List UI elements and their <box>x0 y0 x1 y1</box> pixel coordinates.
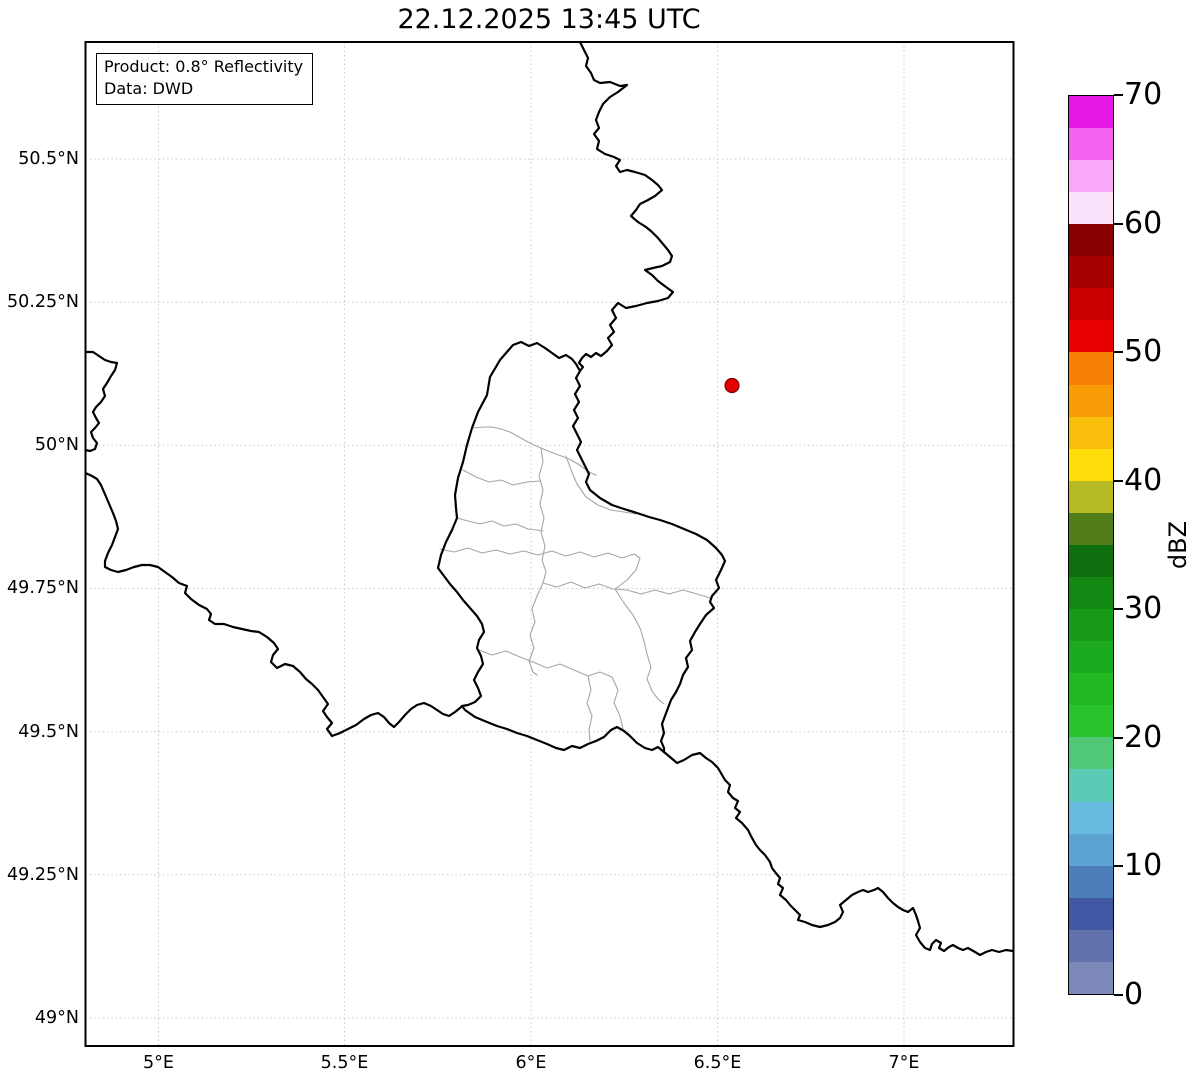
colorbar-segment <box>1069 544 1113 577</box>
colorbar-segment <box>1069 512 1113 545</box>
colorbar-tick-label: 40 <box>1124 462 1163 498</box>
colorbar-segment <box>1069 865 1113 898</box>
colorbar-tick-label: 0 <box>1124 977 1144 1012</box>
colorbar-segment <box>1069 480 1113 513</box>
colorbar-tick-label: 50 <box>1124 334 1163 370</box>
colorbar-tick <box>1114 608 1123 611</box>
colorbar-segment <box>1069 641 1113 674</box>
colorbar-gradient <box>1069 95 1113 994</box>
colorbar-segment <box>1069 224 1113 257</box>
colorbar-tick <box>1114 736 1123 739</box>
x-tick-label: 6°E <box>515 1053 547 1073</box>
colorbar-segment <box>1069 416 1113 449</box>
colorbar-tick-label: 20 <box>1124 719 1163 755</box>
y-tick-label: 49.25°N <box>7 865 79 885</box>
colorbar-segment <box>1069 448 1113 481</box>
colorbar-segment <box>1069 801 1113 834</box>
colorbar-segment <box>1069 705 1113 738</box>
y-tick-label: 49°N <box>34 1008 79 1028</box>
colorbar-segment <box>1069 192 1113 225</box>
x-tick-label: 5.5°E <box>320 1053 369 1073</box>
colorbar-tick <box>1114 479 1123 482</box>
y-tick-label: 50.25°N <box>7 292 79 312</box>
colorbar-tick <box>1114 994 1123 996</box>
colorbar <box>1068 95 1114 995</box>
x-tick-label: 6.5°E <box>693 1053 742 1073</box>
colorbar-unit-label: dBZ <box>1164 520 1192 570</box>
colorbar-tick <box>1114 865 1123 868</box>
colorbar-tick-label: 10 <box>1124 848 1163 884</box>
y-tick-label: 50.5°N <box>18 149 79 169</box>
colorbar-segment <box>1069 256 1113 289</box>
annotation-product: Product: 0.8° Reflectivity <box>104 57 304 76</box>
y-tick-label: 50°N <box>34 435 79 455</box>
colorbar-segment <box>1069 737 1113 770</box>
colorbar-tick <box>1114 351 1123 354</box>
colorbar-tick-label: 30 <box>1124 591 1163 627</box>
colorbar-segment <box>1069 320 1113 353</box>
graticule <box>85 42 1014 1046</box>
colorbar-segment <box>1069 95 1113 128</box>
annotation-source: Data: DWD <box>104 79 194 99</box>
y-tick-label: 49.75°N <box>7 578 79 598</box>
colorbar-segment <box>1069 127 1113 160</box>
colorbar-tick <box>1114 222 1123 225</box>
colorbar-segment <box>1069 961 1113 994</box>
colorbar-segment <box>1069 384 1113 417</box>
country-borders <box>84 40 1015 957</box>
colorbar-segment <box>1069 288 1113 321</box>
y-tick-label: 49.5°N <box>18 722 79 742</box>
colorbar-segment <box>1069 576 1113 610</box>
canton-borders <box>439 426 711 742</box>
colorbar-segment <box>1069 673 1113 706</box>
colorbar-tick-label: 60 <box>1124 205 1163 241</box>
colorbar-segment <box>1069 833 1113 866</box>
colorbar-segment <box>1069 769 1113 802</box>
colorbar-segment <box>1069 352 1113 385</box>
x-tick-label: 7°E <box>888 1053 920 1073</box>
colorbar-segment <box>1069 609 1113 642</box>
annotation-box: Product: 0.8° Reflectivity Data: DWD <box>96 53 314 106</box>
colorbar-tick-label: 70 <box>1124 77 1163 112</box>
colorbar-segment <box>1069 897 1113 930</box>
radar-site-marker <box>724 377 740 394</box>
figure-title: 22.12.2025 13:45 UTC <box>397 4 701 35</box>
axes-frame <box>84 41 1015 1047</box>
colorbar-tick <box>1114 94 1123 96</box>
colorbar-segment <box>1069 159 1113 193</box>
colorbar-segment <box>1069 929 1113 962</box>
x-tick-label: 5°E <box>143 1053 174 1073</box>
